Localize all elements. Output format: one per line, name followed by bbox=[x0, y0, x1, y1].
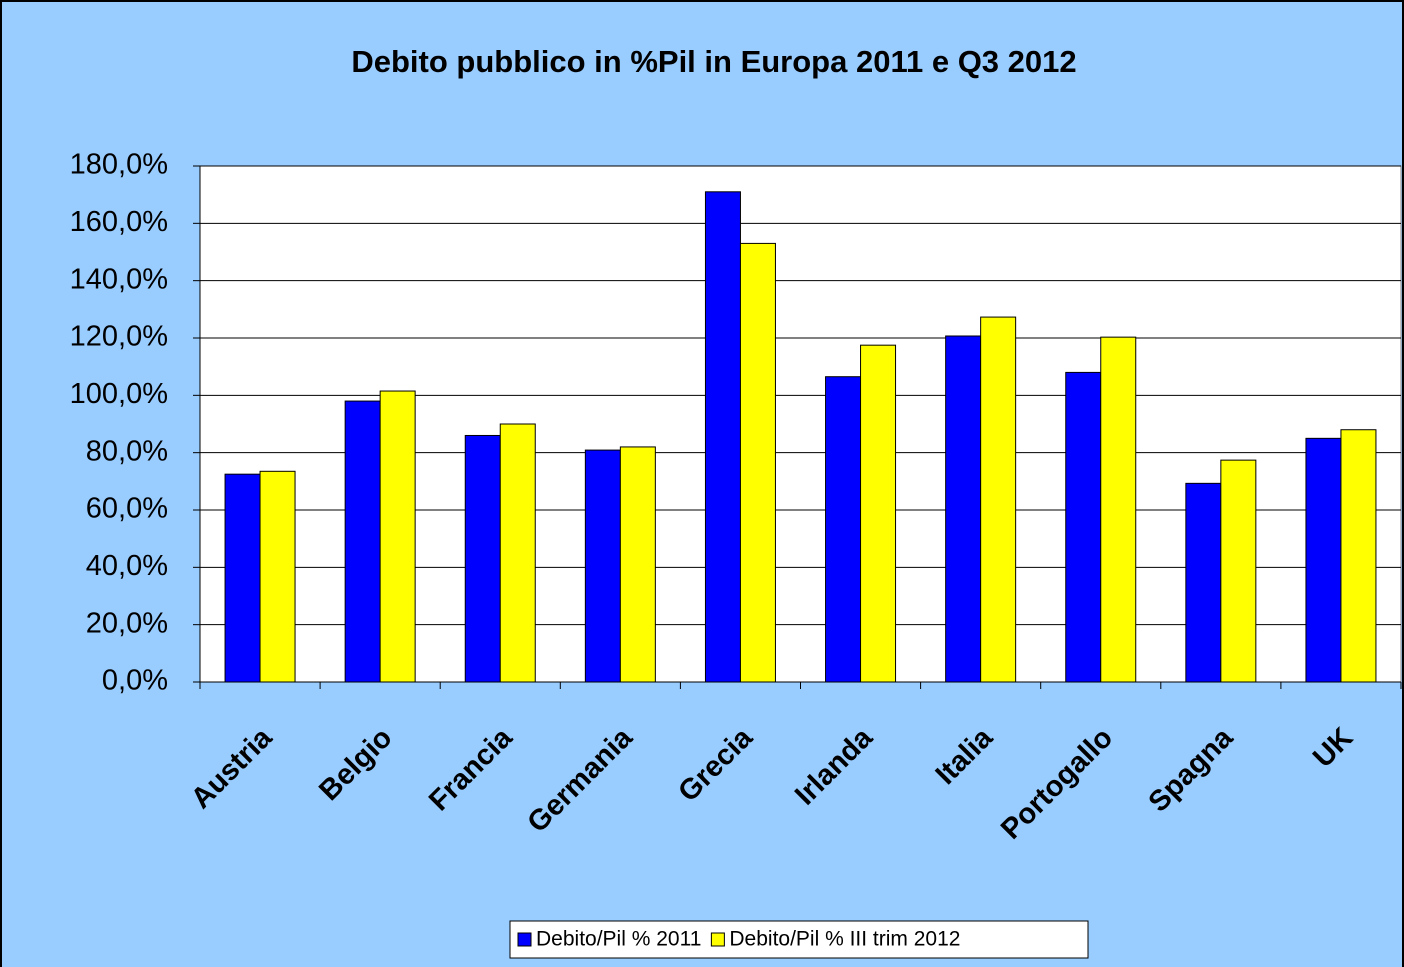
bar bbox=[464, 434, 501, 683]
bar bbox=[379, 390, 416, 683]
legend-swatch bbox=[710, 932, 725, 947]
y-tick-label: 180,0% bbox=[70, 149, 168, 181]
chart-title: Debito pubblico in %Pil in Europa 2011 e… bbox=[351, 44, 1076, 79]
bar bbox=[224, 473, 261, 683]
y-tick-label: 60,0% bbox=[86, 493, 168, 525]
bar bbox=[499, 423, 536, 683]
y-tick-label: 0,0% bbox=[102, 665, 168, 697]
y-tick-label: 40,0% bbox=[86, 550, 168, 582]
y-tick-label: 80,0% bbox=[86, 435, 168, 467]
bar bbox=[739, 242, 776, 683]
bar bbox=[1065, 371, 1102, 683]
bar bbox=[704, 191, 741, 683]
bar bbox=[1100, 336, 1137, 683]
legend-label: Debito/Pil % III trim 2012 bbox=[729, 928, 960, 951]
y-tick-label: 100,0% bbox=[70, 378, 168, 410]
legend bbox=[509, 920, 1089, 959]
y-tick-label: 120,0% bbox=[70, 321, 168, 353]
bar bbox=[619, 446, 656, 683]
y-tick-label: 20,0% bbox=[86, 607, 168, 639]
y-tick-label: 160,0% bbox=[70, 206, 168, 238]
bar bbox=[1185, 482, 1222, 683]
bar bbox=[259, 470, 296, 683]
bar bbox=[1220, 459, 1257, 683]
bar bbox=[584, 449, 621, 683]
bar bbox=[1305, 437, 1342, 683]
legend-label: Debito/Pil % 2011 bbox=[536, 928, 701, 951]
bar bbox=[980, 316, 1017, 683]
bar bbox=[1340, 429, 1377, 683]
bar bbox=[945, 335, 982, 683]
legend-swatch bbox=[517, 932, 532, 947]
y-tick-label: 140,0% bbox=[70, 263, 168, 295]
bar bbox=[344, 400, 381, 683]
bar bbox=[825, 376, 862, 683]
bar bbox=[860, 344, 897, 683]
